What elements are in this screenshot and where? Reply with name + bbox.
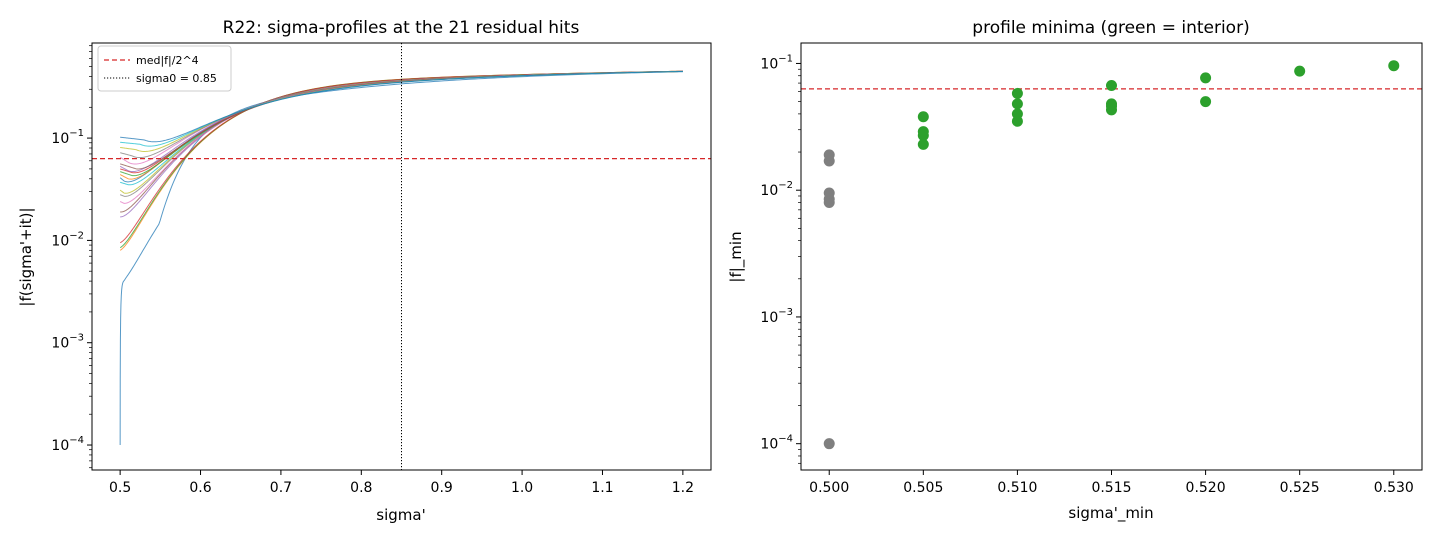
left-x-tick-label: 0.7 bbox=[270, 480, 292, 496]
legend-label-hline: med|f|/2^4 bbox=[136, 54, 199, 67]
right-chart-panel: profile minima (green = interior) 0.500 0… bbox=[727, 18, 1423, 523]
point-interior bbox=[1200, 96, 1212, 108]
left-y-tick-label: 10−1 bbox=[51, 128, 84, 147]
left-x-tick-label: 0.6 bbox=[189, 480, 211, 496]
left-y-tick-label: 10−3 bbox=[51, 333, 84, 352]
point-interior bbox=[1011, 108, 1023, 120]
left-x-tick-label: 0.9 bbox=[431, 480, 453, 496]
point-interior bbox=[1200, 72, 1212, 84]
profile-line-21 bbox=[120, 70, 683, 143]
point-interior bbox=[1011, 98, 1023, 110]
right-y-tick-label: 10−2 bbox=[760, 180, 793, 199]
left-chart-title: R22: sigma-profiles at the 21 residual h… bbox=[223, 18, 580, 38]
point-interior bbox=[917, 111, 929, 123]
point-boundary bbox=[823, 187, 835, 199]
right-x-tick-label: 0.525 bbox=[1280, 480, 1320, 496]
left-chart-panel: R22: sigma-profiles at the 21 residual h… bbox=[17, 18, 712, 524]
right-x-axis-label: sigma'_min bbox=[1068, 504, 1153, 523]
left-y-tick-label: 10−4 bbox=[51, 435, 84, 454]
right-y-tick-label: 10−3 bbox=[760, 307, 793, 326]
left-legend: med|f|/2^4 sigma0 = 0.85 bbox=[97, 45, 232, 92]
right-x-tick-label: 0.530 bbox=[1374, 480, 1414, 496]
point-interior bbox=[917, 138, 929, 150]
point-boundary bbox=[823, 149, 835, 161]
right-x-tick-label: 0.505 bbox=[903, 480, 943, 496]
point-interior bbox=[1106, 98, 1117, 110]
right-x-tick-label: 0.510 bbox=[997, 480, 1037, 496]
left-y-axis-label: |f(sigma'+it)| bbox=[17, 207, 35, 306]
legend-label-vline: sigma0 = 0.85 bbox=[136, 72, 217, 85]
right-plot-area: 0.500 0.505 0.510 0.515 0.520 0.525 0.530 10−4 1… bbox=[760, 42, 1423, 496]
right-y-axis-label: |f|_min bbox=[727, 231, 746, 282]
legend-frame bbox=[97, 45, 232, 92]
left-x-tick-label: 0.5 bbox=[109, 480, 131, 496]
right-y-tick-label: 10−4 bbox=[760, 434, 793, 453]
left-x-axis-label: sigma' bbox=[376, 506, 425, 524]
point-interior bbox=[1294, 65, 1306, 77]
point-interior bbox=[917, 126, 929, 138]
left-x-tick-label: 1.1 bbox=[591, 480, 613, 496]
left-y-tick-label: 10−2 bbox=[51, 230, 84, 249]
left-x-tick-label: 0.8 bbox=[350, 480, 372, 496]
point-interior bbox=[1388, 60, 1400, 72]
point-interior bbox=[1106, 79, 1117, 91]
left-x-tick-label: 1.0 bbox=[511, 480, 533, 496]
point-interior bbox=[1011, 87, 1023, 99]
right-x-tick-label: 0.515 bbox=[1091, 480, 1131, 496]
right-x-tick-label: 0.520 bbox=[1186, 480, 1226, 496]
right-y-tick-label: 10−1 bbox=[760, 53, 793, 72]
point-boundary bbox=[823, 438, 835, 450]
right-x-tick-label: 0.500 bbox=[809, 480, 849, 496]
left-plot-area: 0.5 0.6 0.7 0.8 0.9 1.0 1.1 1.2 10−4 10−3 10−2 10−1 bbox=[51, 42, 712, 496]
right-chart-title: profile minima (green = interior) bbox=[972, 18, 1249, 38]
left-x-tick-label: 1.2 bbox=[672, 480, 694, 496]
